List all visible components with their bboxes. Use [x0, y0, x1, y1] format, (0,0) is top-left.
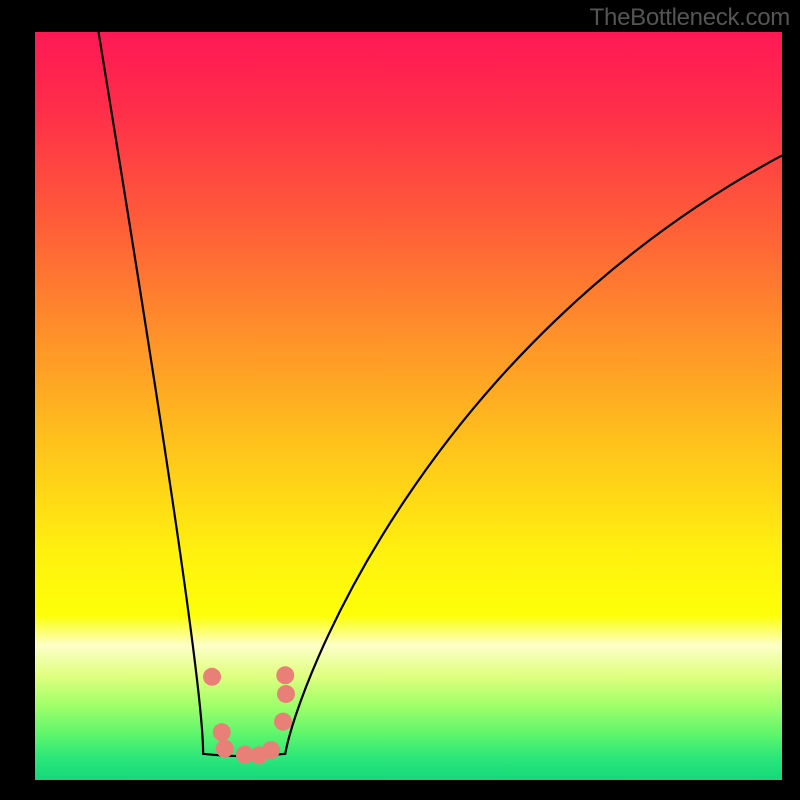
bottleneck-chart: TheBottleneck.com	[0, 0, 800, 800]
data-marker	[203, 668, 221, 686]
data-marker	[216, 740, 234, 758]
watermark-text: TheBottleneck.com	[590, 4, 790, 32]
data-marker	[262, 741, 280, 759]
data-marker	[277, 685, 295, 703]
data-marker	[276, 666, 294, 684]
chart-svg	[0, 0, 800, 800]
plot-area	[35, 32, 782, 780]
data-marker	[213, 723, 231, 741]
data-marker	[274, 713, 292, 731]
